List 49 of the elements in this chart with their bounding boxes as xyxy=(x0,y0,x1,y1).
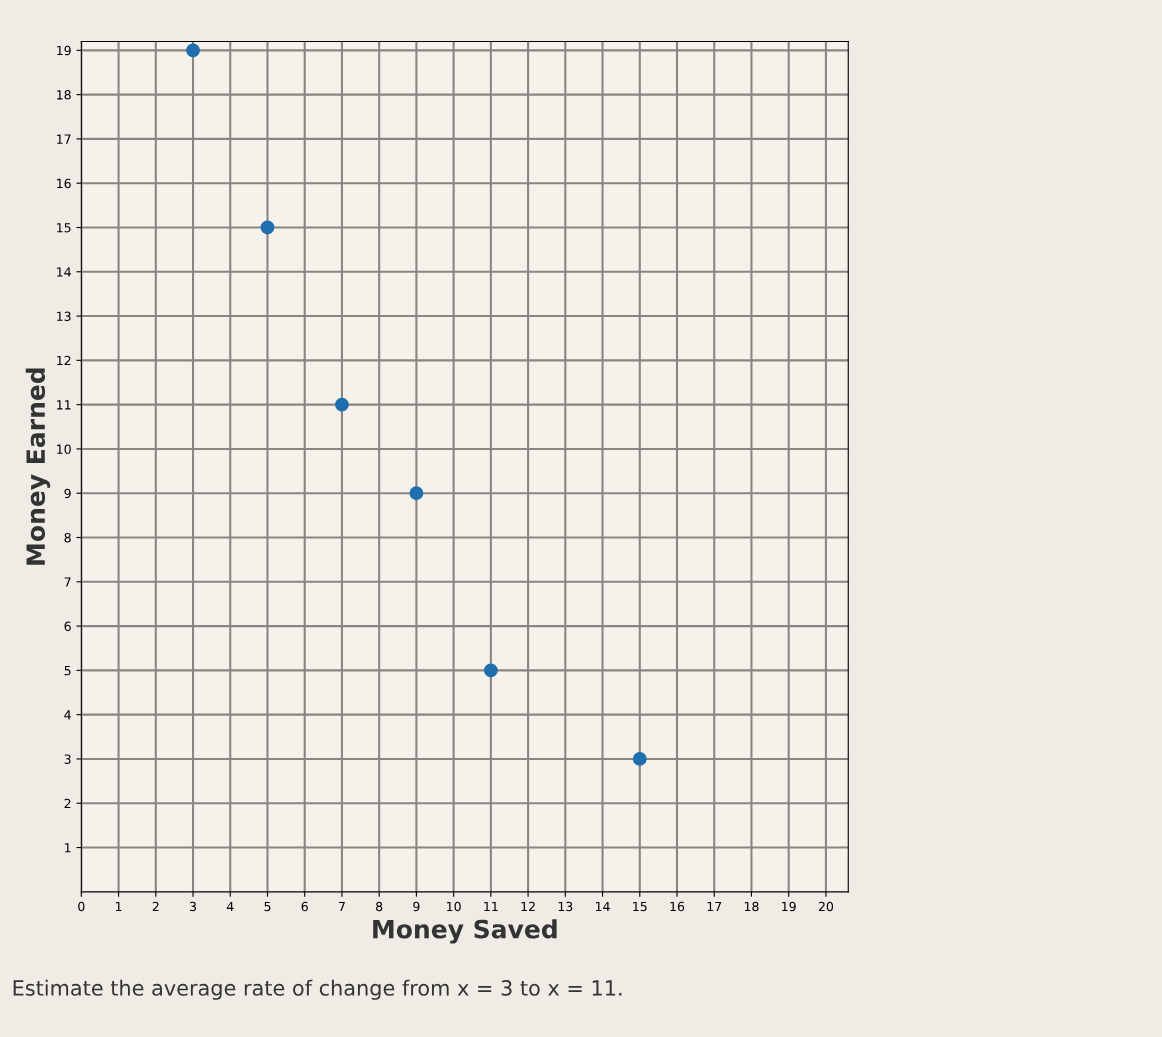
y-axis-title: Money Earned xyxy=(25,368,51,565)
x-tick-label: 20 xyxy=(818,901,834,912)
y-tick-label: 5 xyxy=(64,666,71,676)
y-tick-label: 6 xyxy=(64,621,71,632)
y-tick-label: 17 xyxy=(57,134,71,144)
x-tick-label: 0 xyxy=(78,901,85,912)
y-tick-label: 11 xyxy=(57,400,71,410)
x-tick-label: 13 xyxy=(558,901,573,912)
y-tick-label: 19 xyxy=(57,45,71,56)
x-tick-label: 5 xyxy=(264,901,271,912)
point xyxy=(483,663,498,678)
point xyxy=(186,43,200,58)
x-axis-title: Money Saved xyxy=(373,919,557,944)
x-tick-label: 19 xyxy=(782,901,796,912)
y-tick-label: 8 xyxy=(64,532,71,543)
x-tick-label: 18 xyxy=(744,901,759,912)
x-tick-label: 12 xyxy=(521,901,535,912)
y-tick-label: 18 xyxy=(57,90,71,100)
y-tick-label: 2 xyxy=(64,798,71,808)
x-tick-label: 6 xyxy=(301,901,308,912)
x-tick-label: 10 xyxy=(447,901,461,912)
x-tick-label: 17 xyxy=(707,901,722,912)
y-tick-label: 4 xyxy=(64,710,71,720)
point xyxy=(409,486,424,501)
x-tick-label: 1 xyxy=(115,901,122,912)
x-tick-label: 16 xyxy=(670,901,685,912)
y-tick-label: 7 xyxy=(64,577,71,587)
point xyxy=(335,397,349,412)
y-tick-label: 15 xyxy=(57,223,71,233)
y-tick-label: 3 xyxy=(64,754,71,764)
point xyxy=(260,220,275,235)
x-tick-label: 15 xyxy=(633,901,647,912)
x-tick-label: 9 xyxy=(413,901,420,912)
x-tick-label: 3 xyxy=(190,901,196,912)
y-tick-label: 14 xyxy=(57,267,71,277)
y-tick-label: 13 xyxy=(57,311,71,321)
y-tick-label: 16 xyxy=(57,178,71,189)
y-tick-label: 12 xyxy=(57,355,71,366)
x-tick-label: 7 xyxy=(338,901,345,912)
x-tick-label: 4 xyxy=(226,901,234,912)
x-tick-label: 11 xyxy=(484,901,498,912)
y-tick-label: 9 xyxy=(64,488,71,499)
text: Estimate the average rate of change from x = 3 to x = 11. xyxy=(13,979,622,1000)
y-tick-label: 10 xyxy=(57,444,71,454)
point xyxy=(632,752,647,766)
x-tick-label: 2 xyxy=(152,901,159,912)
x-tick-label: 14 xyxy=(595,901,610,912)
y-tick-label: 1 xyxy=(65,843,71,853)
x-tick-label: 8 xyxy=(376,901,383,912)
